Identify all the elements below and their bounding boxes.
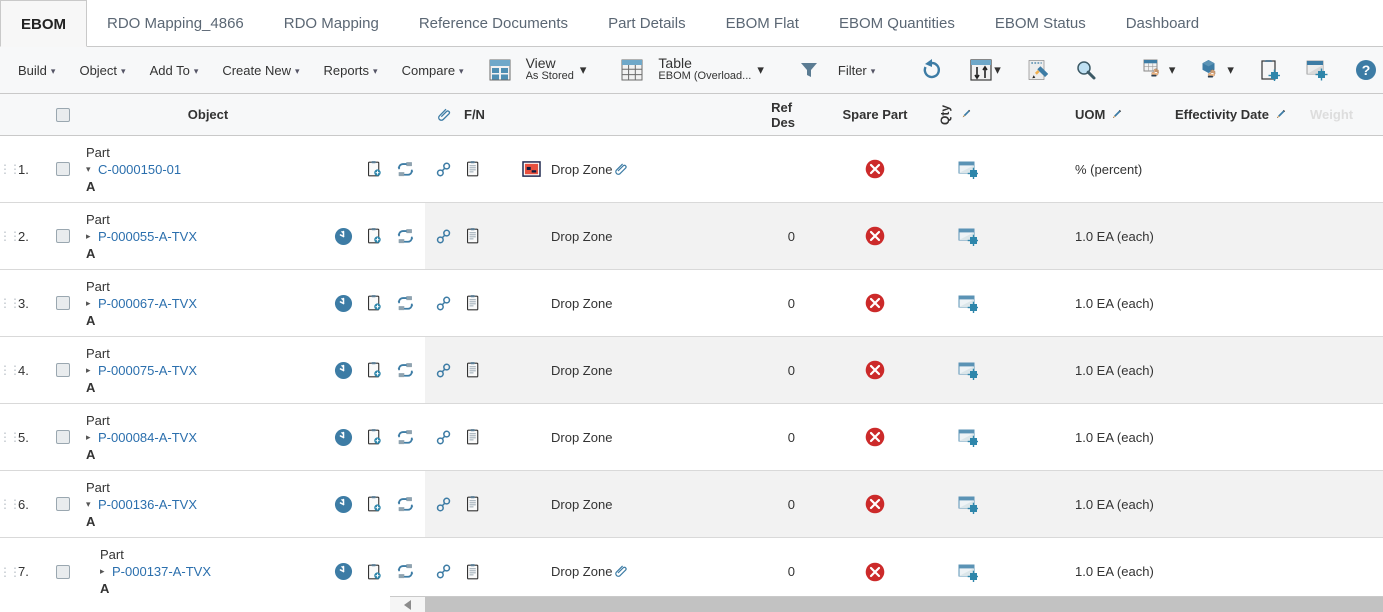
svg-text:?: ? — [1362, 62, 1371, 78]
